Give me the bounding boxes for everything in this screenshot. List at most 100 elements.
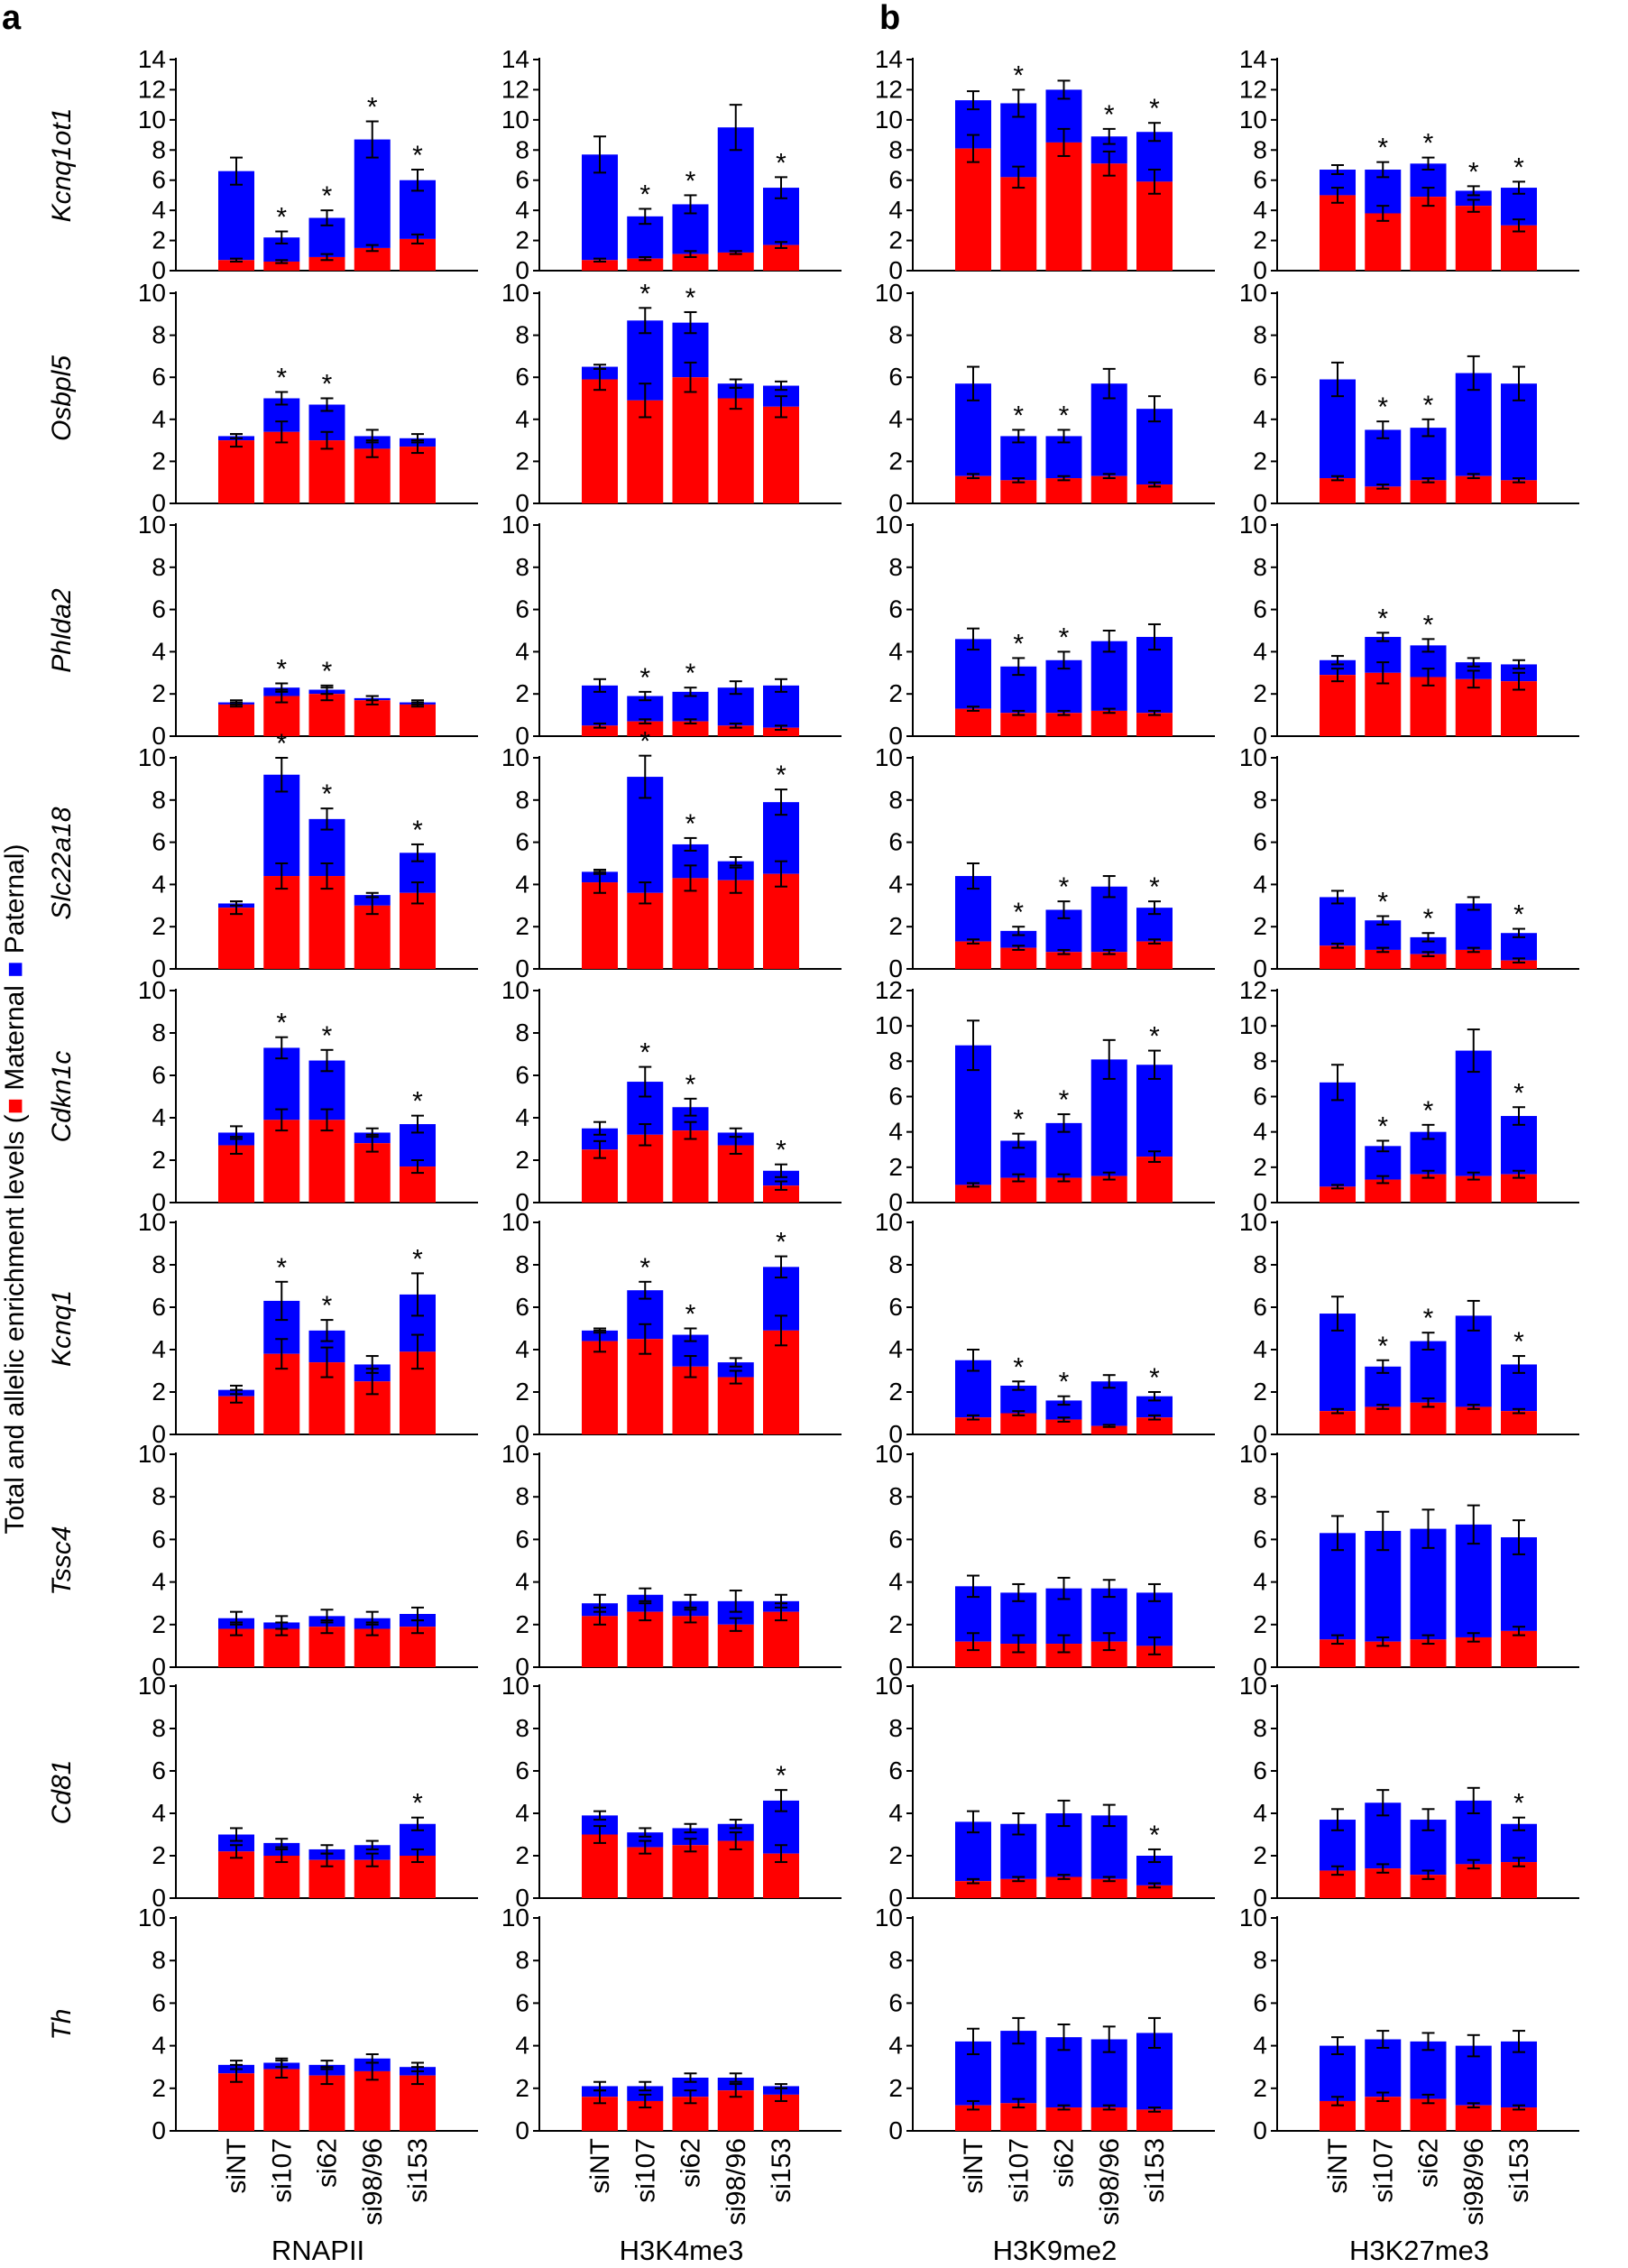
y-tick-label: 6 [515,363,529,391]
y-tick-label: 4 [1253,1335,1267,1363]
y-tick-label: 10 [1239,1440,1267,1468]
bar-maternal [1410,1402,1447,1434]
y-tick-label: 2 [152,1146,166,1174]
bar-maternal [1501,1630,1537,1667]
y-tick-label: 2 [152,912,166,940]
x-tick-label: si107 [267,2138,297,2203]
chart-osbpl5-rnapii: 0 2 4 6 8 10 * * [138,279,478,517]
bar-maternal [1455,1864,1492,1898]
bar-paternal [1136,1065,1173,1157]
chart-slc22a18-h3k4me3: 0 2 4 6 8 10 * * * [501,727,842,982]
bar-maternal [1090,1425,1127,1434]
y-axis-title: Total and allelic enrichment levels (■ M… [0,844,30,1535]
y-tick-label: 8 [515,553,529,581]
bar-maternal [955,1185,991,1203]
y-tick-label: 10 [1239,743,1267,771]
y-tick-label: 14 [501,45,529,73]
y-tick-label: 4 [515,2032,529,2060]
significance-star: * [1149,1022,1160,1052]
gene-label: Kcnq1ot1 [47,108,77,223]
y-tick-label: 10 [875,1011,903,1039]
y-tick-label: 10 [138,976,166,1004]
y-tick-label: 8 [152,1019,166,1046]
y-tick-label: 2 [152,447,166,475]
y-tick-label: 2 [1253,226,1267,254]
significance-star: * [322,657,333,687]
bar-maternal [1045,142,1082,271]
y-tick-label: 0 [152,1420,166,1448]
significance-star: * [1423,1096,1434,1126]
x-tick-label: si153 [403,2138,433,2203]
chart-cd81-h3k9me2: 0 2 4 6 8 10 * [875,1672,1215,1912]
y-tick-label: 6 [515,1988,529,2016]
y-tick-label: 6 [515,1061,529,1089]
y-tick-label: 8 [515,1946,529,1974]
y-tick-label: 6 [1253,1293,1267,1321]
significance-star: * [1104,100,1115,130]
bar-maternal [763,1185,799,1203]
bar-maternal [1000,177,1037,271]
bar-maternal [400,892,436,969]
chart-tssc4-h3k27me3: 0 2 4 6 8 10 [1239,1440,1579,1681]
y-tick-label: 12 [1239,976,1267,1004]
bar-maternal [672,878,709,969]
significance-star: * [1059,872,1070,902]
bar-maternal [1045,1876,1082,1898]
bar-maternal [627,258,664,271]
x-tick-label: si107 [630,2138,660,2203]
bar-paternal [1090,1381,1127,1426]
significance-star: * [1013,629,1024,659]
bar-maternal [1455,678,1492,736]
bar-maternal [218,2073,254,2131]
bar-paternal [763,1170,799,1186]
significance-star: * [1513,1078,1524,1108]
assay-label: RNAPII [271,2235,364,2266]
significance-star: * [1513,1327,1524,1357]
y-tick-label: 2 [1253,1153,1267,1181]
y-tick-label: 6 [152,166,166,194]
y-tick-label: 4 [1253,196,1267,224]
bar-maternal [218,908,254,969]
bar-maternal [672,1845,709,1898]
x-tick-label: si107 [1004,2138,1034,2203]
significance-star: * [639,1038,650,1068]
y-tick-label: 10 [138,279,166,307]
chart-tssc4-h3k9me2: 0 2 4 6 8 10 [875,1440,1215,1681]
bar-maternal [763,873,799,969]
significance-star: * [1013,898,1024,927]
bar-maternal [354,700,391,736]
bar-maternal [1455,2105,1492,2131]
y-tick-label: 2 [515,679,529,707]
bar-maternal [672,254,709,271]
bar-maternal [763,406,799,503]
panel-label-a: a [2,0,22,37]
y-tick-label: 2 [515,447,529,475]
y-tick-label: 14 [875,45,903,73]
chart-kcnq1-h3k27me3: 0 2 4 6 8 10 * * * [1239,1208,1579,1448]
y-tick-label: 4 [152,405,166,433]
significance-star: * [1149,1363,1160,1393]
chart-phlda2-rnapii: 0 2 4 6 8 10 * * [138,511,478,750]
bar-maternal [627,721,664,736]
significance-star: * [776,1136,786,1166]
y-tick-label: 6 [515,1525,529,1553]
chart-th-h3k4me3: 0 2 4 6 8 10 siNT si107 si62 si98/96 si153 [501,1904,842,2226]
y-tick-label: 8 [1253,1046,1267,1074]
y-tick-label: 8 [888,321,903,349]
significance-star: * [276,1009,287,1038]
bar-maternal [263,876,300,969]
bar-maternal [582,1834,618,1898]
bar-paternal [1455,903,1492,950]
chart-tssc4-h3k4me3: 0 2 4 6 8 10 [501,1440,842,1681]
bar-maternal [763,727,799,736]
y-tick-label: 8 [152,786,166,814]
significance-star: * [685,1300,696,1330]
y-tick-label: 6 [888,166,903,194]
chart-cdkn1c-h3k9me2: 0 2 4 6 8 10 12 * * * [875,976,1215,1216]
chart-cdkn1c-h3k4me3: 0 2 4 6 8 10 * * * [501,976,842,1216]
y-tick-label: 6 [515,166,529,194]
bar-maternal [1136,941,1173,969]
